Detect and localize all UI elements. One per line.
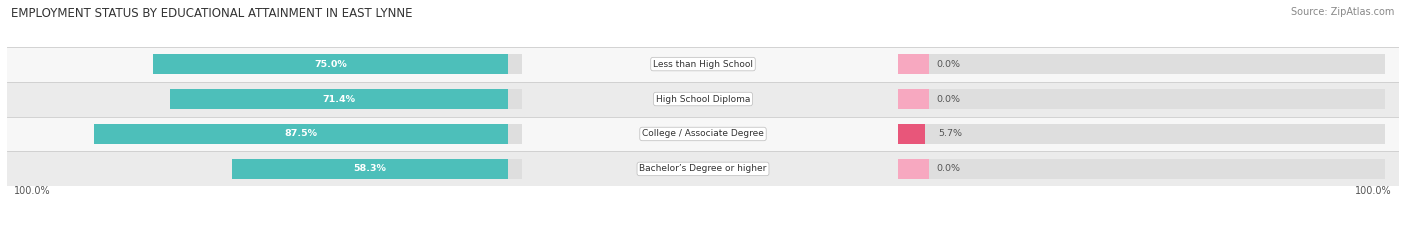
Text: 100.0%: 100.0% bbox=[1355, 186, 1392, 196]
Text: 0.0%: 0.0% bbox=[936, 95, 960, 103]
Bar bbox=[314, 54, 522, 74]
Bar bbox=[898, 54, 1385, 74]
Bar bbox=[170, 89, 508, 109]
Bar bbox=[94, 124, 508, 144]
Bar bbox=[898, 159, 929, 179]
Bar bbox=[898, 124, 925, 144]
Text: Bachelor’s Degree or higher: Bachelor’s Degree or higher bbox=[640, 164, 766, 173]
Text: Source: ZipAtlas.com: Source: ZipAtlas.com bbox=[1291, 7, 1395, 17]
Bar bbox=[7, 47, 1399, 82]
Text: 0.0%: 0.0% bbox=[936, 60, 960, 69]
Text: College / Associate Degree: College / Associate Degree bbox=[643, 130, 763, 138]
Bar bbox=[7, 82, 1399, 116]
Text: High School Diploma: High School Diploma bbox=[655, 95, 751, 103]
Bar bbox=[898, 159, 1385, 179]
Bar bbox=[7, 116, 1399, 151]
Bar bbox=[153, 54, 508, 74]
Bar bbox=[898, 124, 1385, 144]
Text: Less than High School: Less than High School bbox=[652, 60, 754, 69]
Bar bbox=[232, 159, 508, 179]
Text: 71.4%: 71.4% bbox=[322, 95, 356, 103]
Text: 0.0%: 0.0% bbox=[936, 164, 960, 173]
Bar bbox=[314, 89, 522, 109]
Bar bbox=[898, 89, 1385, 109]
Bar bbox=[898, 54, 929, 74]
Bar bbox=[314, 124, 522, 144]
Text: 100.0%: 100.0% bbox=[14, 186, 51, 196]
Bar bbox=[7, 151, 1399, 186]
Text: 87.5%: 87.5% bbox=[284, 130, 318, 138]
Text: EMPLOYMENT STATUS BY EDUCATIONAL ATTAINMENT IN EAST LYNNE: EMPLOYMENT STATUS BY EDUCATIONAL ATTAINM… bbox=[11, 7, 413, 20]
Text: 58.3%: 58.3% bbox=[354, 164, 387, 173]
Bar bbox=[314, 159, 522, 179]
Text: 75.0%: 75.0% bbox=[315, 60, 347, 69]
Text: 5.7%: 5.7% bbox=[939, 130, 963, 138]
Bar bbox=[898, 89, 929, 109]
